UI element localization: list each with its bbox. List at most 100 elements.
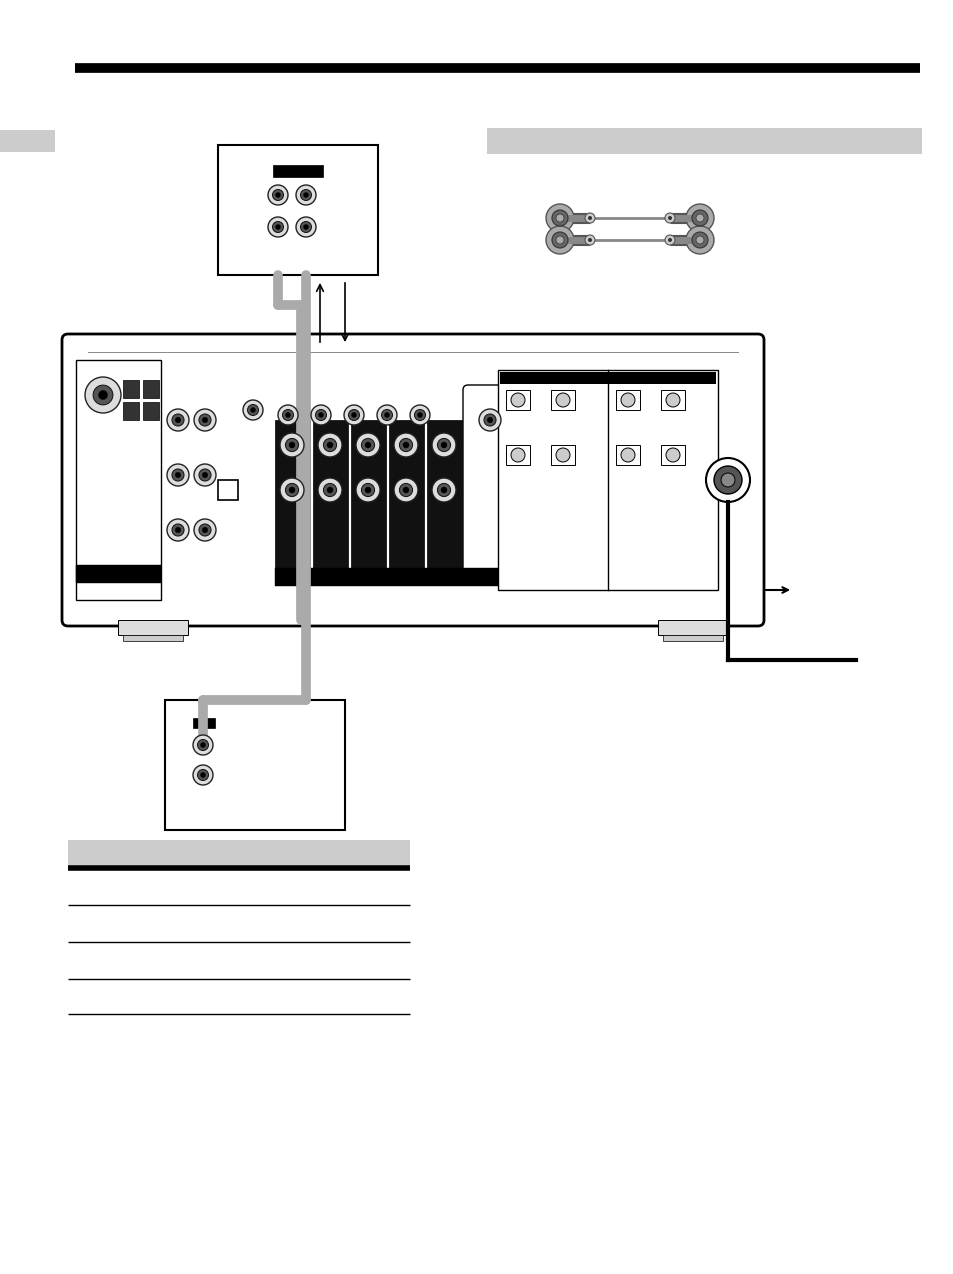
Bar — [658, 620, 727, 634]
Circle shape — [384, 413, 389, 418]
Circle shape — [167, 464, 189, 485]
Circle shape — [685, 225, 713, 254]
Bar — [497, 369, 718, 590]
Circle shape — [295, 185, 315, 205]
Bar — [486, 127, 921, 154]
Circle shape — [251, 408, 255, 413]
Circle shape — [273, 222, 283, 232]
Bar — [616, 390, 639, 410]
Circle shape — [172, 414, 184, 426]
Circle shape — [175, 418, 180, 423]
Circle shape — [303, 224, 308, 229]
Circle shape — [705, 457, 749, 502]
Circle shape — [300, 222, 312, 232]
Circle shape — [587, 217, 592, 220]
Bar — [274, 420, 310, 569]
Circle shape — [243, 400, 263, 420]
Circle shape — [197, 769, 209, 781]
Bar — [76, 564, 161, 583]
FancyBboxPatch shape — [462, 385, 517, 575]
Circle shape — [93, 385, 112, 405]
Circle shape — [317, 478, 341, 502]
Circle shape — [268, 185, 288, 205]
Circle shape — [556, 448, 569, 462]
Bar — [551, 445, 575, 465]
Circle shape — [620, 392, 635, 406]
Circle shape — [511, 448, 524, 462]
Bar — [143, 403, 159, 420]
Bar — [143, 380, 159, 397]
Circle shape — [487, 418, 493, 423]
Circle shape — [552, 210, 567, 225]
Circle shape — [200, 772, 205, 777]
Circle shape — [318, 413, 323, 418]
Circle shape — [247, 405, 258, 415]
Circle shape — [344, 405, 364, 426]
Circle shape — [315, 409, 326, 420]
Circle shape — [365, 487, 371, 493]
Circle shape — [172, 469, 184, 482]
Circle shape — [275, 192, 280, 197]
Circle shape — [556, 214, 563, 222]
Circle shape — [399, 483, 412, 497]
Bar — [660, 390, 684, 410]
Circle shape — [665, 392, 679, 406]
Circle shape — [696, 214, 703, 222]
Circle shape — [202, 527, 208, 533]
Bar — [389, 420, 423, 569]
Circle shape — [172, 524, 184, 536]
Circle shape — [402, 487, 409, 493]
Circle shape — [584, 213, 595, 223]
Circle shape — [289, 442, 294, 448]
Circle shape — [199, 414, 211, 426]
Bar — [0, 130, 55, 152]
Circle shape — [545, 204, 574, 232]
Bar — [123, 634, 183, 641]
Circle shape — [193, 519, 215, 541]
Circle shape — [665, 448, 679, 462]
Circle shape — [273, 190, 283, 200]
Circle shape — [327, 487, 333, 493]
Circle shape — [414, 409, 425, 420]
Circle shape — [285, 483, 298, 497]
Circle shape — [478, 409, 500, 431]
Bar — [607, 372, 608, 383]
Circle shape — [175, 527, 180, 533]
Circle shape — [303, 192, 308, 197]
Circle shape — [348, 409, 359, 420]
Circle shape — [376, 405, 396, 426]
Circle shape — [323, 483, 336, 497]
Circle shape — [300, 190, 312, 200]
Bar — [123, 380, 139, 397]
Circle shape — [664, 234, 675, 245]
Circle shape — [417, 413, 422, 418]
Circle shape — [511, 392, 524, 406]
Circle shape — [399, 438, 412, 451]
Circle shape — [311, 405, 331, 426]
Circle shape — [275, 224, 280, 229]
Circle shape — [193, 735, 213, 755]
Bar — [165, 699, 345, 829]
Circle shape — [691, 210, 707, 225]
Circle shape — [696, 236, 703, 245]
Circle shape — [197, 739, 209, 750]
Circle shape — [402, 442, 409, 448]
FancyBboxPatch shape — [62, 334, 763, 626]
Bar — [76, 361, 161, 600]
Circle shape — [351, 413, 356, 418]
Circle shape — [545, 225, 574, 254]
Circle shape — [667, 217, 671, 220]
Bar — [351, 420, 386, 569]
Circle shape — [440, 442, 447, 448]
Circle shape — [410, 405, 430, 426]
Circle shape — [193, 464, 215, 485]
Bar — [662, 634, 722, 641]
Circle shape — [167, 519, 189, 541]
Bar — [551, 390, 575, 410]
Bar — [68, 840, 410, 866]
Circle shape — [365, 442, 371, 448]
Circle shape — [667, 238, 671, 242]
Circle shape — [381, 409, 392, 420]
Bar — [218, 480, 237, 499]
Circle shape — [355, 433, 379, 457]
